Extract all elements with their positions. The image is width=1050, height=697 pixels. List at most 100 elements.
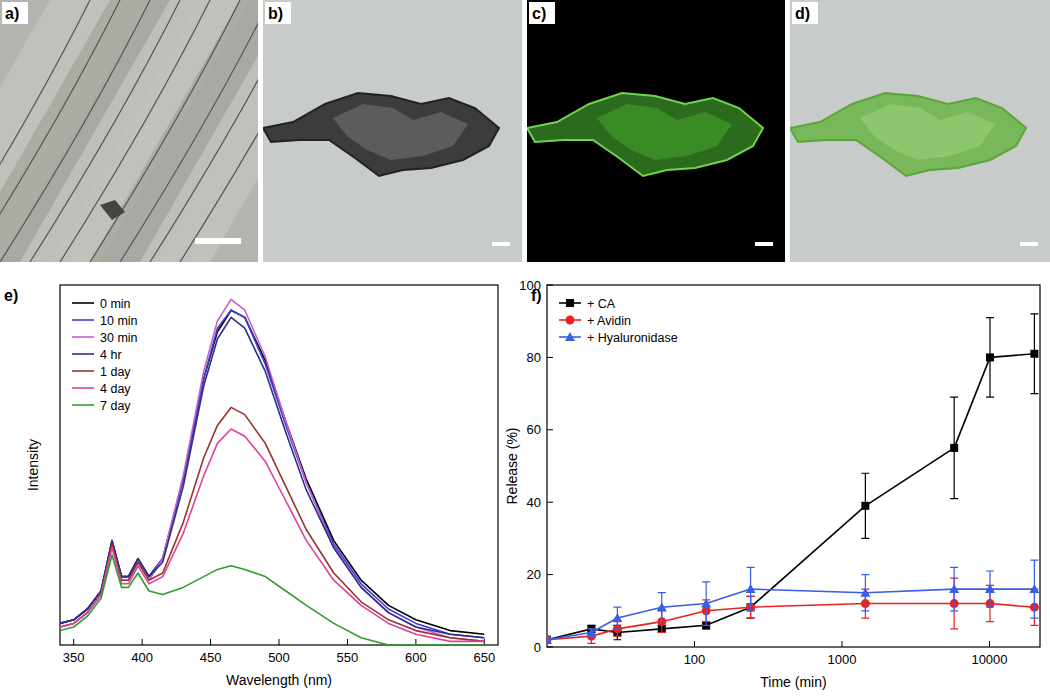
data-point <box>1030 350 1038 358</box>
data-point <box>586 628 596 637</box>
legend-label: 4 day <box>100 382 131 396</box>
y-tick <box>547 647 553 648</box>
x-tick <box>73 639 74 645</box>
legend-line <box>72 336 94 338</box>
data-point <box>861 502 869 510</box>
x-tick <box>415 639 416 645</box>
legend-label: + CA <box>587 297 616 311</box>
x-tick-label: 10000 <box>971 652 1007 667</box>
crack <box>30 0 180 262</box>
chart: f)100100010000020406080100Time (min)Rele… <box>504 278 1040 691</box>
error-bar <box>1030 314 1038 394</box>
crack <box>90 0 240 262</box>
y-axis-label: Intensity <box>25 439 41 491</box>
image-content <box>790 0 1050 262</box>
cell-detail <box>333 104 468 160</box>
image-content <box>527 0 785 262</box>
legend-line <box>72 404 94 406</box>
panel-label: e) <box>4 287 18 304</box>
cell <box>263 93 499 176</box>
legend-label: 10 min <box>100 314 138 328</box>
y-tick-label: 60 <box>527 422 541 437</box>
panel-label: c) <box>532 5 546 22</box>
legend-label: 0 min <box>100 297 131 311</box>
error-bar <box>986 318 994 398</box>
x-tick-label: 600 <box>405 650 427 665</box>
panel-label: a) <box>5 5 19 22</box>
image-panel: d) <box>790 0 1050 262</box>
series-line <box>60 310 484 634</box>
y-tick-label: 0 <box>534 640 541 655</box>
panel-label: d) <box>795 5 810 22</box>
y-tick <box>547 574 553 575</box>
series-line <box>60 429 484 641</box>
x-axis-label: Time (min) <box>760 674 826 690</box>
plot-area <box>60 299 484 645</box>
image-content <box>263 0 522 262</box>
scale-bar <box>195 238 241 244</box>
error-bar <box>986 571 994 607</box>
x-tick <box>279 639 280 645</box>
y-tick <box>547 429 553 430</box>
x-tick <box>347 639 348 645</box>
plot-frame <box>60 285 498 645</box>
debris <box>100 200 125 220</box>
legend-label: 7 day <box>100 399 131 413</box>
x-tick-label: 400 <box>131 650 153 665</box>
image-bg <box>263 0 522 262</box>
legend-marker <box>566 316 575 325</box>
y-tick <box>547 285 553 286</box>
legend-line <box>72 353 94 355</box>
series-line <box>60 317 484 637</box>
y-tick-label: 100 <box>519 278 541 293</box>
x-tick <box>989 641 990 647</box>
legend-line <box>72 387 94 389</box>
x-tick <box>694 641 695 647</box>
plot-area <box>547 314 1039 644</box>
series-line <box>547 589 1034 640</box>
data-point <box>985 584 995 593</box>
x-tick <box>142 639 143 645</box>
legend-label: 30 min <box>100 331 138 345</box>
error-bar <box>1030 560 1038 618</box>
legend-label: 1 day <box>100 365 131 379</box>
data-point <box>612 613 622 622</box>
legend-label: + Avidin <box>587 314 631 328</box>
data-point <box>949 584 959 593</box>
crack <box>0 0 90 262</box>
error-bar <box>950 397 958 498</box>
crack <box>0 0 120 262</box>
cell-detail <box>860 104 995 160</box>
crack <box>120 0 258 262</box>
error-bar <box>861 473 869 538</box>
data-point <box>1029 584 1039 593</box>
cell-detail <box>597 104 732 160</box>
data-point <box>547 635 552 644</box>
series-line <box>60 299 484 641</box>
x-tick-label: 100 <box>684 652 706 667</box>
panel-label: b) <box>268 5 283 22</box>
chart: e)350400450500550600650Wavelength (nm)In… <box>4 285 498 688</box>
label-box <box>792 2 818 24</box>
x-tick <box>841 641 842 647</box>
scale-bar <box>755 242 773 246</box>
legend-label: + Hyaluronidase <box>587 331 678 345</box>
error-bar <box>747 567 755 610</box>
series-line <box>547 354 1034 640</box>
y-axis-label: Release (%) <box>504 427 520 504</box>
label-box <box>529 2 555 24</box>
label-box <box>265 2 291 24</box>
y-tick-label: 40 <box>527 495 541 510</box>
label-box <box>2 2 28 24</box>
x-tick-label: 550 <box>337 650 359 665</box>
legend-line <box>72 319 94 321</box>
plot-frame <box>547 285 1040 647</box>
legend: + CA + Avidin + Hyaluronidase <box>559 297 678 345</box>
data-point <box>860 588 870 597</box>
image-panel: c) <box>527 0 785 262</box>
data-point <box>701 599 711 608</box>
legend-label: 4 hr <box>100 348 122 362</box>
data-point <box>547 635 552 644</box>
y-tick <box>547 357 553 358</box>
crack <box>180 0 258 262</box>
